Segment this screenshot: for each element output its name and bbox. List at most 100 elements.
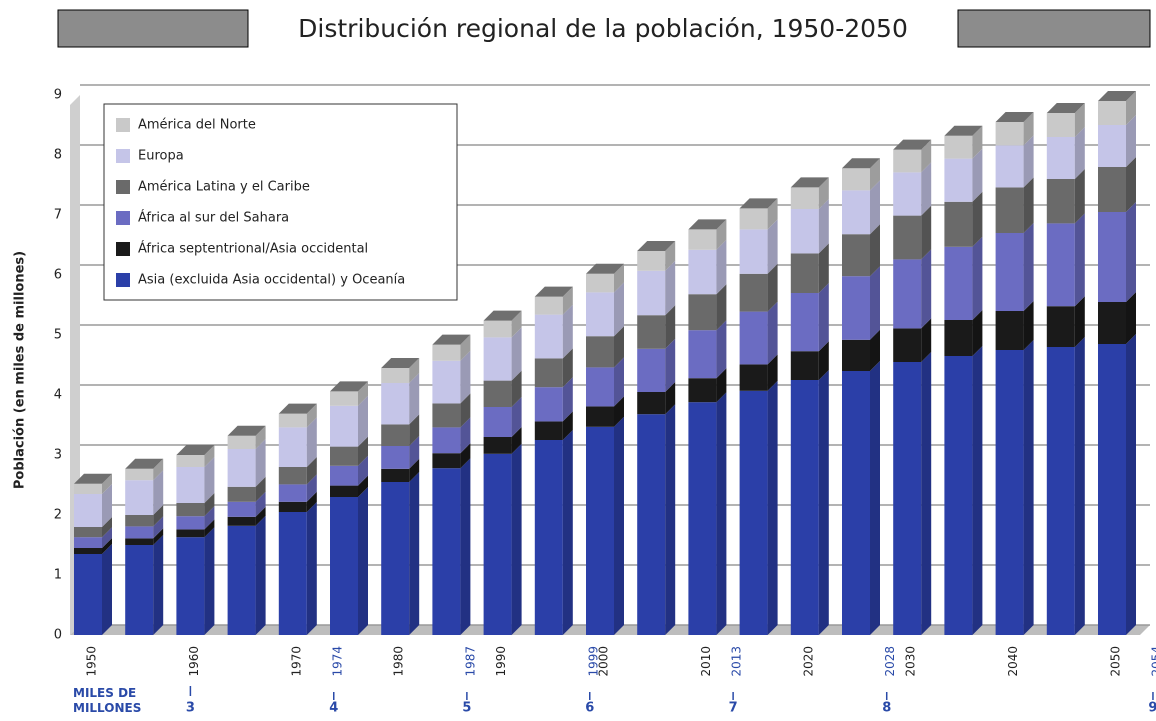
bar-segment bbox=[893, 215, 922, 260]
bar-segment bbox=[637, 270, 666, 316]
bar-segment bbox=[227, 486, 256, 502]
bar-segment bbox=[534, 314, 563, 359]
bar-segment bbox=[688, 402, 717, 635]
bar-side bbox=[1126, 334, 1136, 635]
bar-segment bbox=[534, 296, 563, 315]
bar-top bbox=[278, 403, 317, 414]
bar-side bbox=[1126, 202, 1136, 302]
bar-side bbox=[255, 476, 266, 502]
x-tick-label: 2040 bbox=[1006, 646, 1020, 677]
bar-side bbox=[102, 484, 112, 527]
bar-side bbox=[409, 472, 420, 635]
bar-segment bbox=[432, 403, 461, 428]
y-tick-label: 8 bbox=[54, 148, 62, 163]
bar-top bbox=[1098, 91, 1136, 101]
bar-segment bbox=[1098, 344, 1126, 635]
bar-segment bbox=[176, 537, 205, 635]
bar-segment bbox=[637, 348, 666, 392]
bar-segment bbox=[483, 320, 512, 338]
milestone-year: 2054 bbox=[1149, 646, 1156, 677]
bar-side bbox=[409, 436, 420, 469]
bar-segment bbox=[330, 446, 358, 466]
milestone-year: 2028 bbox=[883, 646, 897, 677]
bar-side bbox=[460, 350, 471, 404]
bar-side bbox=[1023, 301, 1034, 350]
bar-segment bbox=[842, 276, 870, 340]
bar-segment bbox=[944, 320, 973, 356]
bar-side bbox=[255, 491, 266, 517]
bar-side bbox=[306, 474, 317, 502]
bar-segment bbox=[278, 512, 307, 635]
bar-segment bbox=[944, 158, 973, 202]
y-tick-label: 0 bbox=[54, 628, 62, 643]
y-tick-label: 2 bbox=[54, 508, 62, 523]
bar-segment bbox=[74, 554, 102, 635]
bar-segment bbox=[688, 249, 717, 295]
bar-segment bbox=[893, 259, 922, 329]
milestone-value: 3 bbox=[186, 701, 195, 716]
bar-segment bbox=[534, 358, 563, 388]
bar-segment bbox=[227, 525, 256, 635]
bar-side bbox=[1023, 135, 1034, 188]
bar-side bbox=[102, 527, 112, 548]
bar-top bbox=[125, 458, 164, 469]
bar-side bbox=[1126, 157, 1136, 212]
bar-segment bbox=[278, 427, 307, 467]
bar-side bbox=[921, 318, 932, 362]
bar-side bbox=[204, 493, 215, 517]
x-tick-label: 2010 bbox=[699, 646, 713, 677]
bar-side bbox=[665, 382, 676, 415]
bar-segment bbox=[483, 380, 512, 407]
y-tick-label: 5 bbox=[54, 328, 62, 343]
bar-segment bbox=[381, 424, 410, 446]
bar-segment bbox=[1098, 125, 1126, 167]
bar-segment bbox=[893, 172, 922, 216]
bar-segment bbox=[227, 449, 256, 487]
bar-side bbox=[460, 334, 471, 361]
x-tick-label: 2030 bbox=[904, 646, 918, 677]
bar-side bbox=[562, 430, 573, 635]
bar-top bbox=[790, 177, 829, 188]
bar-segment bbox=[483, 437, 512, 454]
bar-segment bbox=[637, 392, 666, 415]
bar-segment bbox=[586, 406, 614, 427]
y-tick-label: 3 bbox=[54, 448, 62, 463]
bar-segment bbox=[995, 350, 1024, 635]
bar-side bbox=[511, 427, 522, 454]
bar-side bbox=[870, 361, 880, 635]
bar-side bbox=[562, 286, 573, 315]
bar-top bbox=[688, 219, 727, 230]
bar-side bbox=[153, 528, 164, 545]
bar-top bbox=[176, 445, 215, 455]
bar-segment bbox=[586, 367, 614, 407]
milestone-value: 8 bbox=[882, 701, 891, 716]
bar-side bbox=[1126, 115, 1136, 167]
bar-top bbox=[381, 358, 420, 368]
y-tick-label: 7 bbox=[54, 208, 62, 223]
bar-side bbox=[716, 239, 727, 295]
bar-side bbox=[614, 263, 624, 293]
legend-label: África al sur del Sahara bbox=[138, 210, 289, 226]
bar-segment bbox=[842, 339, 870, 371]
bar-side bbox=[511, 310, 522, 338]
bar-top bbox=[842, 158, 880, 169]
bar-segment bbox=[637, 315, 666, 349]
bar-segment bbox=[944, 356, 973, 635]
bar-side bbox=[1023, 223, 1034, 311]
bar-segment bbox=[790, 351, 819, 380]
bar-side bbox=[870, 224, 880, 277]
milestone-year: 1987 bbox=[463, 646, 477, 677]
bar-segment bbox=[432, 453, 461, 469]
bar-segment bbox=[842, 371, 870, 635]
bar-side bbox=[870, 158, 880, 191]
bar-segment bbox=[1098, 167, 1126, 212]
bar-top bbox=[432, 334, 471, 345]
bar-segment bbox=[125, 515, 154, 527]
bar-segment bbox=[893, 149, 922, 173]
bar-side bbox=[767, 301, 778, 365]
y-tick-label: 4 bbox=[54, 388, 62, 403]
bar-side bbox=[870, 329, 880, 371]
legend-label: América del Norte bbox=[138, 118, 256, 133]
bar-side bbox=[409, 373, 420, 425]
legend-swatch bbox=[116, 118, 130, 132]
